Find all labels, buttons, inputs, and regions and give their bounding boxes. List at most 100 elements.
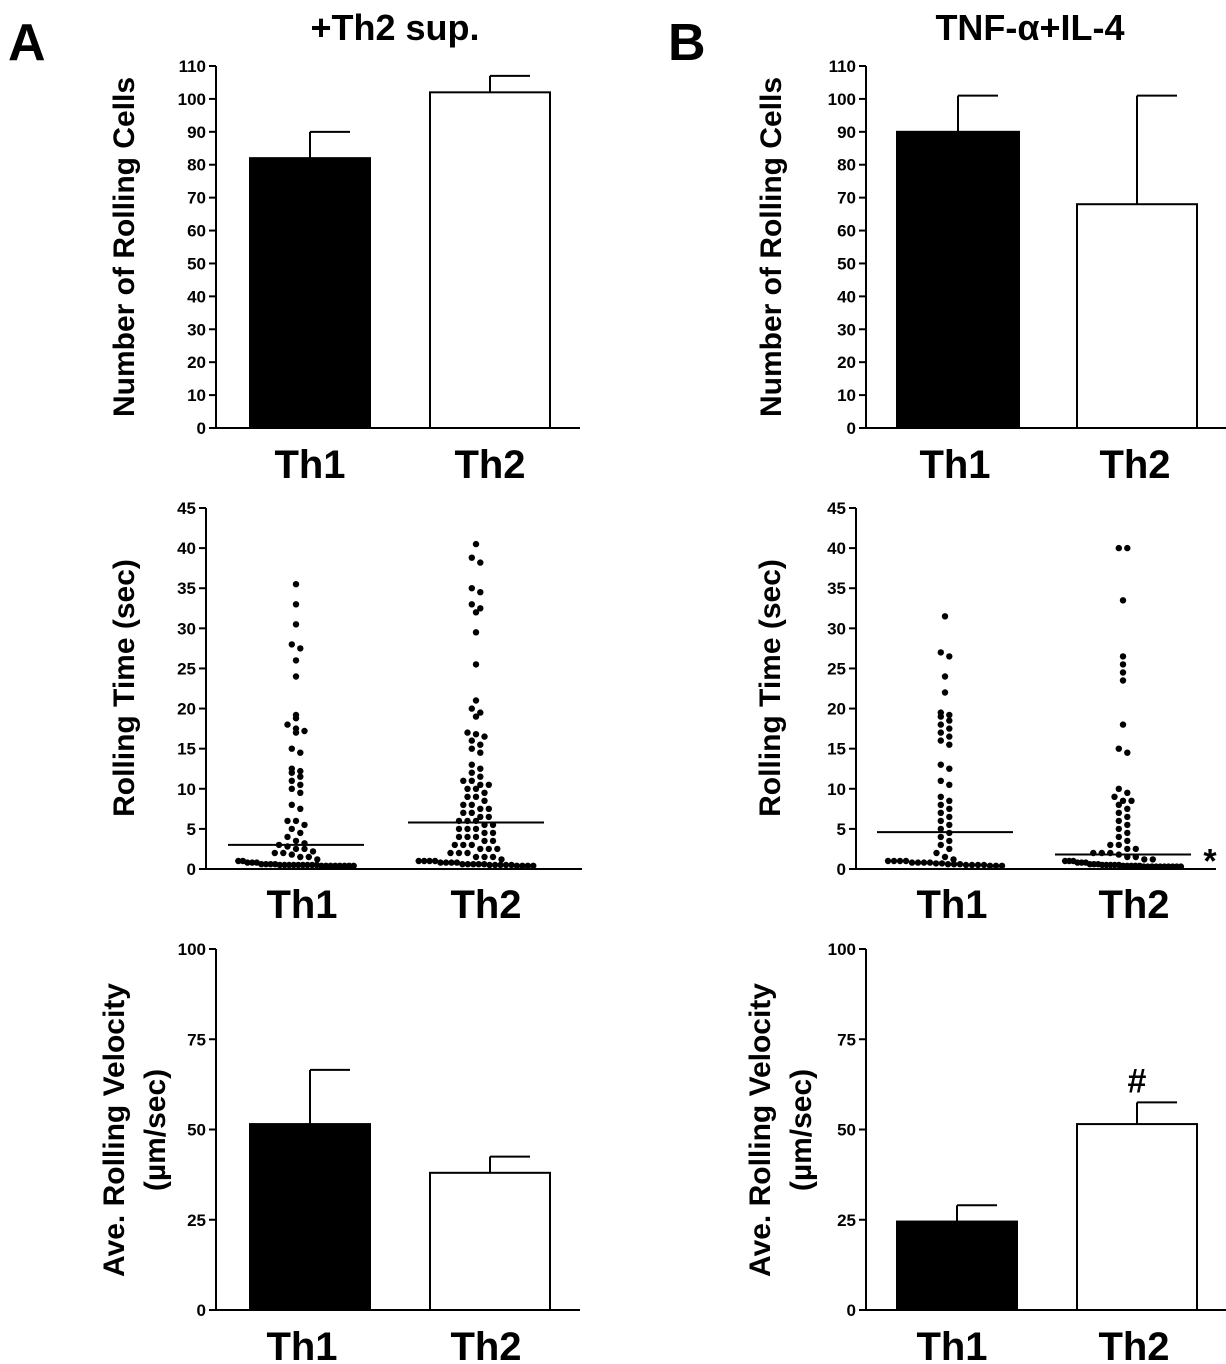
- data-point: [477, 749, 484, 756]
- data-point: [295, 861, 302, 869]
- y-tick-label: 110: [179, 57, 206, 76]
- data-point: [341, 862, 348, 869]
- y-tick-label: 25: [187, 1211, 206, 1230]
- bar-th2: [429, 1171, 551, 1311]
- data-point: [485, 781, 492, 788]
- y-axis-title: Ave. Rolling Velocity: [98, 983, 131, 1277]
- data-point: [1124, 829, 1131, 837]
- data-point: [297, 829, 304, 837]
- y-tick-label: 70: [837, 189, 856, 208]
- y-tick-label: 0: [197, 419, 206, 438]
- data-point: [472, 825, 480, 833]
- y-tick-label: 40: [187, 287, 206, 306]
- data-point: [472, 713, 480, 720]
- data-point: [926, 859, 934, 866]
- y-tick-label: 70: [187, 189, 206, 208]
- category-label-th1: Th1: [916, 883, 987, 927]
- panel-label-a: A: [8, 14, 46, 72]
- data-point: [431, 857, 439, 865]
- y-tick-label: 75: [837, 1030, 856, 1049]
- y-axis-title: Rolling Time (sec): [754, 559, 787, 817]
- data-point: [477, 741, 484, 748]
- y-tick-label: 90: [187, 123, 206, 142]
- category-label-th1: Th1: [266, 1325, 337, 1364]
- data-point: [1115, 544, 1123, 552]
- data-point: [470, 861, 477, 868]
- data-point: [292, 601, 300, 608]
- data-point: [451, 841, 458, 849]
- data-point: [1115, 785, 1123, 792]
- data-point: [280, 849, 287, 857]
- data-point: [460, 841, 467, 849]
- category-label-th1: Th1: [274, 443, 345, 487]
- data-point: [468, 777, 475, 784]
- data-point: [288, 801, 295, 808]
- data-point: [468, 761, 475, 768]
- data-point: [1115, 809, 1123, 816]
- data-point: [1111, 793, 1118, 800]
- data-point: [421, 857, 428, 865]
- data-point: [292, 581, 300, 588]
- y-tick-label: 45: [827, 499, 846, 518]
- data-point: [472, 661, 480, 668]
- data-point: [472, 540, 480, 548]
- data-point: [937, 841, 944, 849]
- data-point: [920, 859, 928, 866]
- data-point: [455, 833, 463, 841]
- y-tick-label: 45: [177, 499, 196, 518]
- data-point: [288, 745, 295, 752]
- y-tick-label: 50: [837, 1121, 856, 1140]
- y-tick-label: 25: [837, 1211, 856, 1230]
- data-point: [472, 853, 480, 861]
- data-point: [477, 813, 484, 821]
- data-point: [472, 731, 480, 738]
- data-point: [946, 797, 953, 804]
- data-point: [464, 861, 471, 868]
- data-point: [460, 801, 467, 808]
- data-point: [498, 856, 505, 863]
- data-point: [937, 801, 944, 808]
- data-point: [288, 785, 295, 792]
- data-point: [896, 857, 904, 865]
- data-point: [292, 673, 300, 680]
- data-point: [297, 749, 304, 756]
- data-point: [314, 856, 321, 863]
- data-point: [944, 861, 952, 868]
- y-tick-label: 0: [837, 860, 846, 879]
- data-point: [292, 657, 300, 664]
- data-point: [902, 857, 910, 865]
- data-point: [455, 825, 463, 833]
- data-point: [884, 857, 892, 865]
- data-point: [908, 859, 916, 866]
- y-axis-title: Number of Rolling Cells: [755, 77, 788, 417]
- data-point: [472, 793, 480, 800]
- data-point: [491, 861, 499, 869]
- data-point: [468, 769, 475, 776]
- data-point: [301, 727, 308, 735]
- chart-b-3: 0 5 10 15 20 25 30 35 40 45 Rolling Time (sec) Th1 T…: [754, 499, 1217, 927]
- category-label-th2: Th2: [450, 1325, 521, 1364]
- data-point: [301, 845, 308, 853]
- data-point: [1115, 841, 1123, 849]
- data-point: [481, 797, 488, 804]
- y-tick-label: 15: [827, 740, 846, 759]
- data-point: [1115, 817, 1123, 825]
- y-tick-label: 30: [837, 320, 856, 339]
- data-point: [472, 609, 480, 616]
- data-point: [288, 851, 295, 858]
- data-point: [285, 861, 293, 869]
- chart-b-5: 0 25 50 75 100 Ave. Rolling Velocity (µm/sec) T…: [744, 940, 1226, 1364]
- category-label-th1: Th1: [266, 883, 337, 927]
- data-point: [933, 849, 940, 857]
- data-point: [946, 741, 953, 748]
- data-point: [946, 837, 953, 845]
- data-point: [468, 801, 475, 808]
- condition-title-a: +Th2 sup.: [310, 7, 479, 48]
- y-tick-label: 35: [827, 579, 846, 598]
- data-point: [292, 837, 300, 845]
- data-point: [502, 861, 510, 869]
- data-point: [962, 861, 970, 869]
- bar-th1: [249, 1123, 371, 1311]
- data-point: [513, 862, 521, 869]
- data-point: [472, 629, 480, 636]
